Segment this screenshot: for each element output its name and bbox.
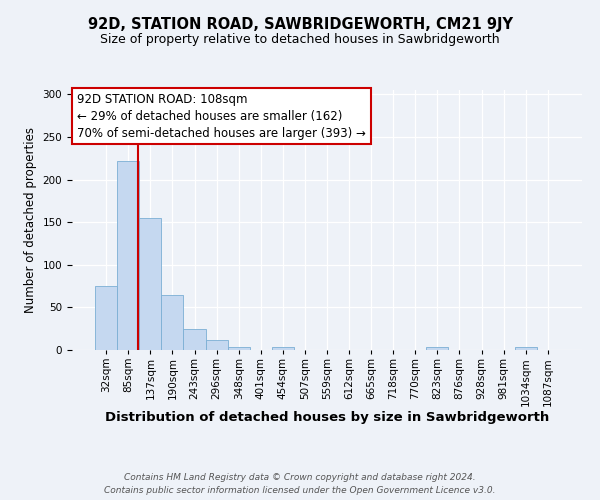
Bar xyxy=(95,286,117,350)
Bar xyxy=(272,348,294,350)
Bar xyxy=(206,340,227,350)
Text: 92D STATION ROAD: 108sqm
← 29% of detached houses are smaller (162)
70% of semi-: 92D STATION ROAD: 108sqm ← 29% of detach… xyxy=(77,92,366,140)
Bar xyxy=(427,348,448,350)
Bar xyxy=(117,161,139,350)
Bar xyxy=(139,218,161,350)
Bar xyxy=(184,328,206,350)
Text: Size of property relative to detached houses in Sawbridgeworth: Size of property relative to detached ho… xyxy=(100,32,500,46)
X-axis label: Distribution of detached houses by size in Sawbridgeworth: Distribution of detached houses by size … xyxy=(105,411,549,424)
Bar xyxy=(515,348,537,350)
Y-axis label: Number of detached properties: Number of detached properties xyxy=(24,127,37,313)
Text: 92D, STATION ROAD, SAWBRIDGEWORTH, CM21 9JY: 92D, STATION ROAD, SAWBRIDGEWORTH, CM21 … xyxy=(88,18,512,32)
Bar xyxy=(227,348,250,350)
Bar xyxy=(161,294,184,350)
Text: Contains HM Land Registry data © Crown copyright and database right 2024.
Contai: Contains HM Land Registry data © Crown c… xyxy=(104,474,496,495)
